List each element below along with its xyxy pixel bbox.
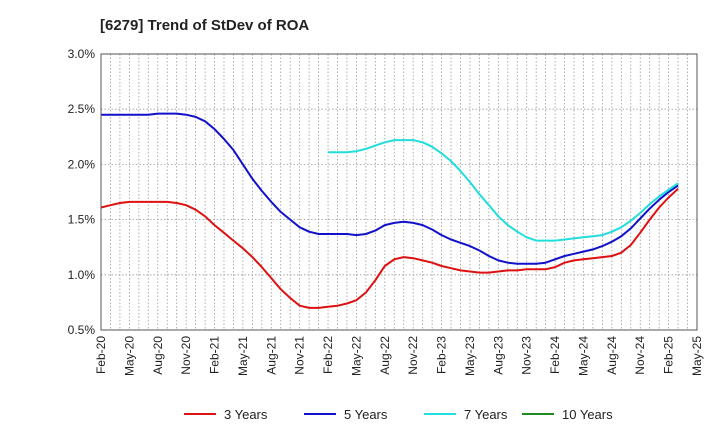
y-axis-ticks: 0.5% 1.0% 1.5% 2.0% 2.5% 3.0% [68, 47, 96, 337]
series-line-3-years [100, 187, 679, 309]
x-tick-label: Feb-21 [208, 336, 222, 374]
legend-label: 10 Years [562, 407, 613, 422]
series-line-7-years [328, 139, 679, 242]
x-tick-label: May-23 [463, 336, 477, 376]
chart-title: [6279] Trend of StDev of ROA [100, 17, 309, 34]
x-tick-label: Feb-24 [548, 336, 562, 374]
x-tick-label: Feb-25 [662, 336, 676, 374]
y-tick-label: 2.5% [68, 102, 96, 116]
x-tick-label: Feb-22 [321, 336, 335, 374]
x-tick-label: Feb-20 [94, 336, 108, 374]
x-tick-label: Nov-24 [633, 336, 647, 375]
legend-label: 7 Years [464, 407, 508, 422]
y-tick-label: 1.5% [68, 213, 96, 227]
plot-frame [100, 53, 698, 331]
x-tick-label: May-20 [122, 336, 136, 376]
x-tick-label: Aug-20 [151, 336, 165, 375]
x-tick-label: Aug-24 [605, 336, 619, 375]
y-tick-label: 3.0% [68, 47, 96, 61]
legend-label: 3 Years [224, 407, 268, 422]
x-tick-label: Aug-22 [378, 336, 392, 375]
y-tick-label: 2.0% [68, 157, 96, 171]
series-lines [100, 112, 679, 309]
x-tick-label: Aug-21 [264, 336, 278, 375]
x-tick-label: May-21 [236, 336, 250, 376]
y-tick-label: 0.5% [68, 323, 96, 337]
x-tick-label: May-25 [690, 336, 704, 376]
series-line-5-years [101, 112, 679, 265]
x-tick-label: Feb-23 [435, 336, 449, 374]
x-axis-ticks: Feb-20 May-20 Aug-20 Nov-20 Feb-21 May-21 Aug-… [94, 336, 704, 376]
grid [101, 54, 697, 330]
legend: 3 Years 5 Years 7 Years 10 Years [184, 407, 613, 422]
x-tick-label: Aug-23 [491, 336, 505, 375]
x-tick-label: May-22 [349, 336, 363, 376]
legend-label: 5 Years [344, 407, 388, 422]
x-tick-label: Nov-21 [293, 336, 307, 375]
x-tick-label: Nov-23 [520, 336, 534, 375]
x-tick-label: May-24 [576, 336, 590, 376]
x-tick-label: Nov-20 [179, 336, 193, 375]
y-tick-label: 1.0% [68, 268, 96, 282]
x-tick-label: Nov-22 [406, 336, 420, 375]
